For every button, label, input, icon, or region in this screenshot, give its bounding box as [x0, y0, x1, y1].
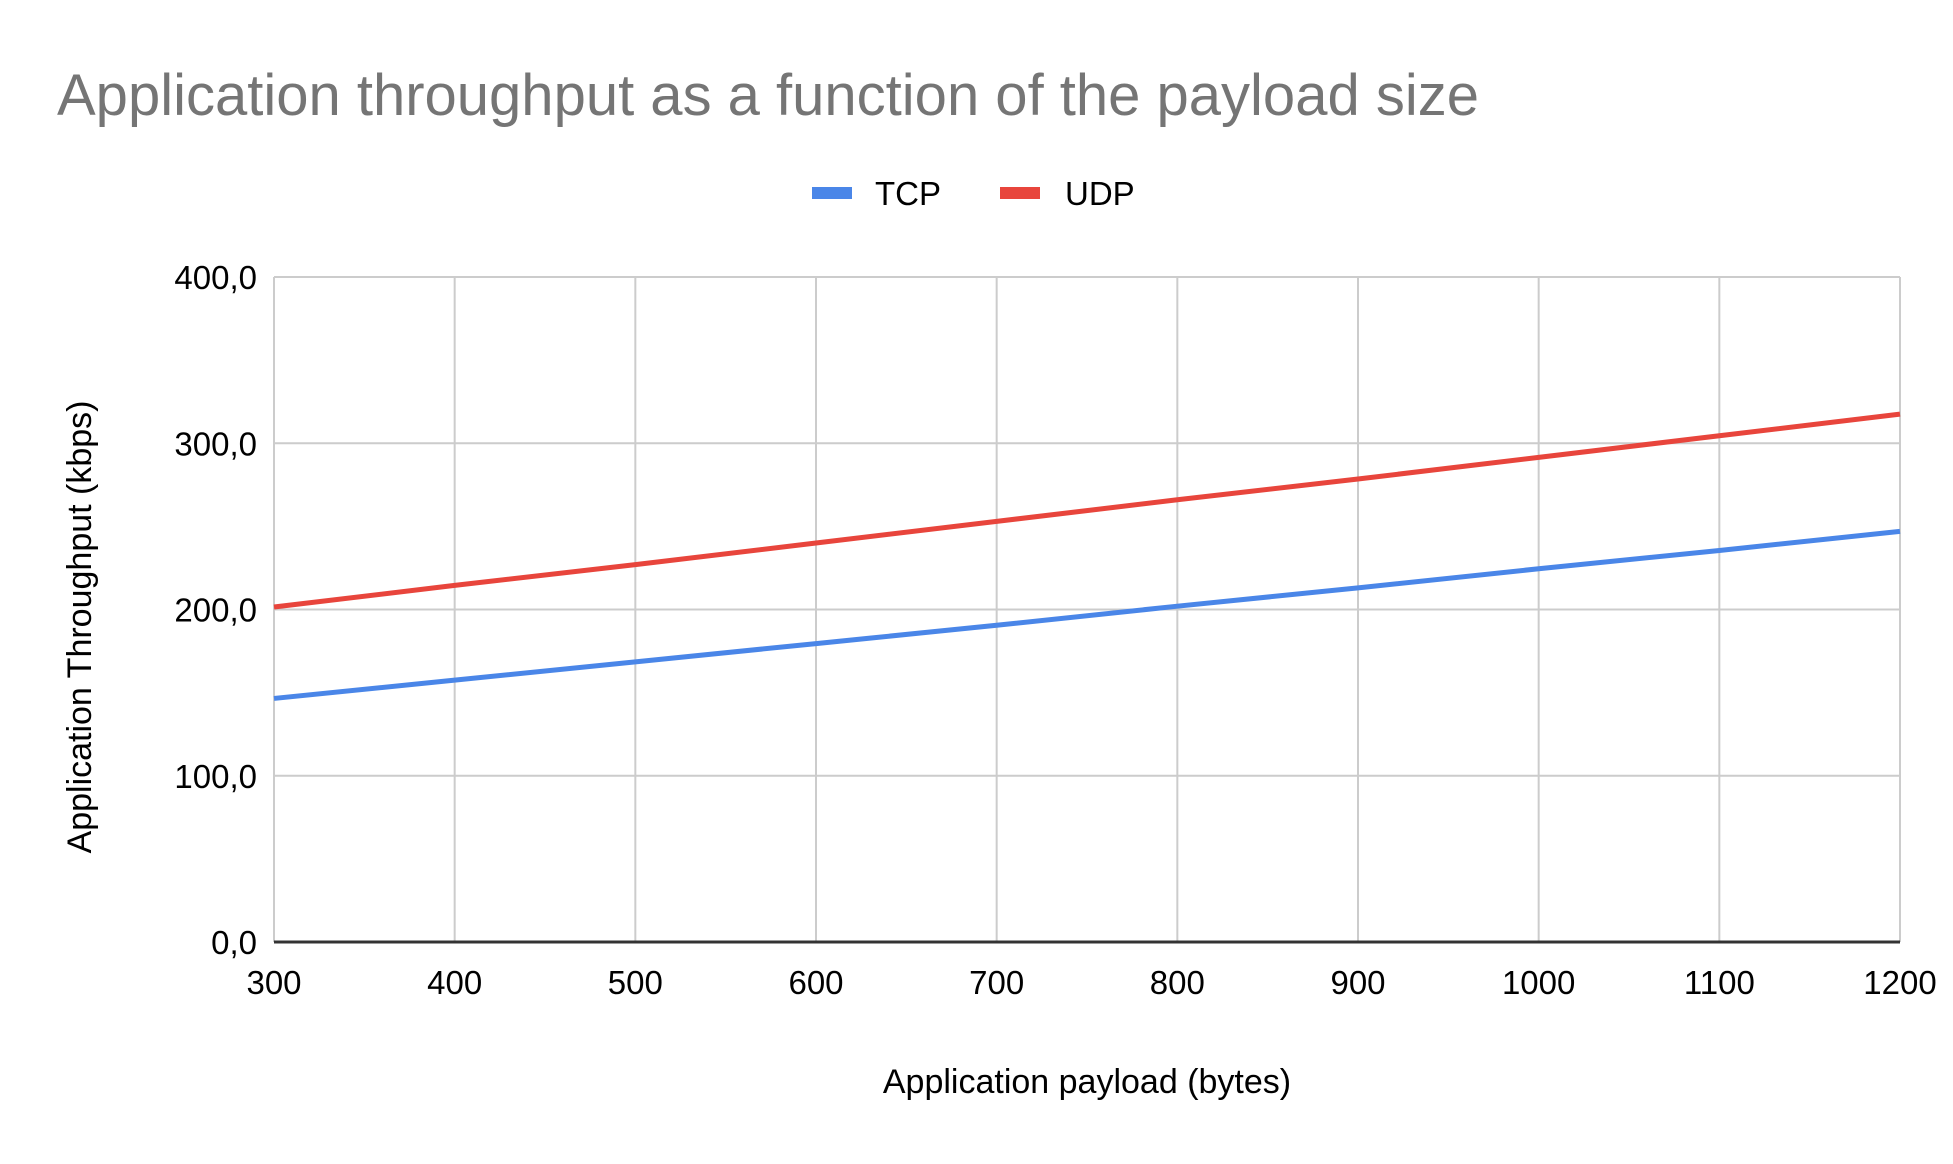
- series-line-udp: [273, 411, 1901, 610]
- y-tick-label: 0,0: [211, 924, 257, 961]
- chart-title: Application throughput as a function of …: [57, 63, 1479, 128]
- legend-label-udp: UDP: [1065, 175, 1135, 212]
- x-tick-label: 500: [608, 964, 663, 1001]
- x-axis-ticks: 300 400 500 600 700 800 900 1000 1100 1200: [246, 964, 1936, 1001]
- grid: [273, 276, 1901, 942]
- x-tick-label: 1200: [1863, 964, 1936, 1001]
- y-tick-label: 100,0: [174, 758, 257, 795]
- y-axis-label: Application Throughput (kbps): [61, 401, 99, 854]
- x-tick-label: 900: [1330, 964, 1385, 1001]
- x-tick-label: 1100: [1684, 964, 1755, 1001]
- x-tick-label: 1000: [1502, 964, 1575, 1001]
- x-tick-label: 700: [969, 964, 1024, 1001]
- x-tick-label: 800: [1150, 964, 1205, 1001]
- legend-label-tcp: TCP: [875, 175, 941, 212]
- y-tick-label: 400,0: [174, 259, 257, 296]
- legend-swatch-udp: [1000, 187, 1040, 199]
- x-tick-label: 400: [427, 964, 482, 1001]
- x-axis-label: Application payload (bytes): [883, 1063, 1291, 1101]
- x-tick-label: 300: [246, 964, 301, 1001]
- y-axis-ticks: 0,0 100,0 200,0 300,0 400,0: [174, 259, 257, 961]
- y-tick-label: 200,0: [174, 592, 257, 629]
- legend: TCP UDP: [812, 175, 1135, 212]
- legend-swatch-tcp: [812, 187, 852, 199]
- x-tick-label: 600: [788, 964, 843, 1001]
- series-line-tcp: [273, 528, 1901, 701]
- y-tick-label: 300,0: [174, 425, 257, 462]
- series-lines: [273, 411, 1901, 701]
